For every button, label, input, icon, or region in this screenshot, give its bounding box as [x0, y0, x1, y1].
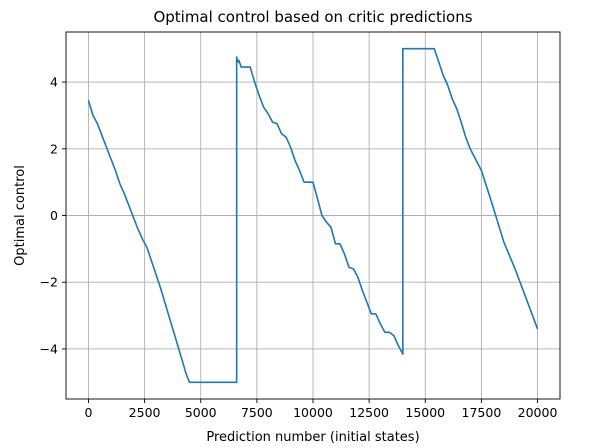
- x-tick-label: 10000: [293, 405, 333, 420]
- x-tick-label: 17500: [462, 405, 502, 420]
- y-tick-label: −2: [40, 275, 58, 290]
- y-tick-label: 4: [50, 75, 58, 90]
- x-axis-label: Prediction number (initial states): [206, 430, 419, 445]
- grid-lines: [66, 32, 560, 399]
- y-tick-label: 2: [50, 141, 58, 156]
- x-tick-label: 20000: [518, 405, 558, 420]
- x-tick-label: 7500: [241, 405, 273, 420]
- y-axis-label: Optimal control: [13, 165, 28, 266]
- x-axis-ticks: 0 2500 5000 7500 10000 12500 15000 17500 20000: [84, 399, 557, 420]
- x-tick-label: 12500: [349, 405, 389, 420]
- series-layer: [87, 47, 539, 384]
- y-tick-label: 0: [50, 208, 58, 223]
- chart-title: Optimal control based on critic predicti…: [153, 8, 472, 26]
- y-tick-label: −4: [40, 341, 58, 356]
- x-tick-label: 0: [84, 405, 92, 420]
- x-tick-label: 2500: [129, 405, 161, 420]
- series-line: [87, 47, 539, 384]
- y-axis-ticks: −4 −2 0 2 4: [40, 75, 66, 356]
- x-tick-label: 15000: [405, 405, 445, 420]
- x-tick-label: 5000: [185, 405, 217, 420]
